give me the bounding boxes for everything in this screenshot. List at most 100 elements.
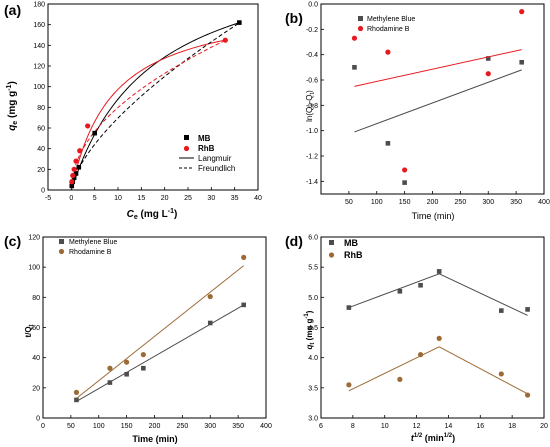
legend-marker-mb [184,135,189,140]
y-tick-label: 120 [28,235,40,242]
panel-d: (d) t1/2 (min1/2) qt (mg g-1) MB RhB 6 8 1… [285,233,548,443]
legend-marker-rhodamine-b [357,25,364,32]
x-tick-label: 350 [510,199,522,206]
legend-label-freundlich: Freundlich [198,164,235,173]
y-tick-label: 20 [32,385,40,392]
legend-label-rhodamine-b: Rhodamine B [367,26,410,33]
x-tick-label: 10 [114,195,122,202]
panel-d-xlabel: t1/2 (min1/2) [411,433,455,443]
y-tick-label: 0.0 [308,2,318,9]
panel-b-legend: Methylene Blue Rhodamine B [357,16,415,33]
methylene-blue-point [385,141,391,146]
methylene-blue-fit-line [76,304,244,402]
x-tick-label: 250 [455,199,467,206]
x-tick-label: 8 [351,423,355,430]
x-tick-label: 50 [345,199,353,206]
rhb-point [436,335,442,341]
rhodamine-b-point [107,365,113,371]
x-tick-label: 0 [69,195,73,202]
x-tick-label: 30 [207,195,215,202]
mb-point [397,289,403,294]
legend-label-methylene-blue: Methylene Blue [69,239,117,246]
y-tick-label: 100 [28,265,40,272]
x-tick-label: 350 [232,423,244,430]
methylene-blue-point [141,365,146,371]
rhb-point [70,172,76,179]
x-tick-label: 16 [476,423,484,430]
methylene-blue-point [519,59,524,65]
legend-label-rhodamine-b: Rhodamine B [69,249,112,256]
x-tick-label: 100 [93,423,105,430]
y-tick-label: 180 [33,2,45,9]
y-tick-label: 4.0 [308,355,318,362]
x-tick-label: 18 [508,423,516,430]
rhodamine-b-point [73,389,80,395]
y-tick-label: 60 [37,126,45,133]
methylene-blue-fit-line [354,69,522,133]
panel-b: (b) Time (min) ln(Qe-Qt) Methylene Blue … [285,2,550,222]
rhb-point [417,352,424,358]
mb-point [346,305,352,310]
methylene-blue-point [352,65,357,70]
rhodamine-b-point [519,9,525,15]
legend-label-methylene-blue: Methylene Blue [367,16,415,23]
rhb-point [397,376,403,382]
rhodamine-b-point [207,293,213,300]
rhb-point [346,382,352,388]
x-tick-label: 400 [538,199,550,206]
methylene-blue-point [485,56,491,61]
rhodamine-b-point [385,49,391,55]
methylene-blue-point [124,371,129,377]
y-tick-label: -1.2 [306,154,318,161]
panel-c-ylabel: t/Qt [24,324,35,337]
legend-label-mb: MB [344,238,358,248]
x-tick-label: 100 [371,199,383,206]
mb-point [92,130,97,136]
panel-d-label: (d) [285,233,303,249]
panel-a-xlabel: Ce (mg L-1) [127,208,178,221]
y-tick-label: 80 [37,105,45,112]
x-tick-label: 35 [231,195,239,202]
legend-marker-rhb [328,252,335,258]
mb-point [69,183,75,189]
y-tick-label: 3.5 [308,385,318,392]
y-tick-label: 20 [37,167,45,174]
y-tick-label: 0 [36,416,40,423]
rhb-point [85,123,91,129]
mb-point [436,269,442,274]
x-tick-label: 6 [319,423,323,430]
x-tick-label: 0 [41,423,45,430]
mb-point [237,20,242,25]
panel-d-ylabel: qt (mg g-1) [304,310,316,349]
x-tick-label: 200 [427,199,439,206]
x-tick-label: 400 [260,423,272,430]
panel-b-xlabel: Time (min) [412,211,455,221]
panel-a-ylabel: qe (mg g-1) [6,81,19,131]
rhb-point [498,371,504,377]
panel-a-legend: MB RhB Langmuir Freundlich [179,134,235,173]
panel-c-legend: Methylene Blue Rhodamine B [58,239,117,256]
rhodamine-b-point [485,71,491,77]
y-tick-label: 100 [33,84,45,91]
rhodamine-b-point [241,254,247,260]
x-tick-label: 150 [121,423,133,430]
x-tick-label: 200 [149,423,161,430]
panel-b-label: (b) [285,10,303,26]
x-tick-label: 15 [137,195,145,202]
panel-c-label: (c) [4,233,21,249]
methylene-blue-point [74,397,79,403]
rhb-point [524,392,531,398]
panel-c-xlabel: Time (min) [132,434,177,444]
legend-marker-rhodamine-b [58,248,65,255]
y-tick-label: -1.0 [306,128,318,135]
rhodamine-b-fit-line [76,265,245,399]
methylene-blue-point [402,180,407,185]
legend-label-rhb: RhB [344,250,363,260]
y-tick-label: -0.4 [306,52,318,59]
x-tick-label: 12 [413,423,421,430]
rhodamine-b-point [402,167,408,173]
rhodamine-b-point [140,352,146,358]
panel-a-label: (a) [4,2,21,18]
